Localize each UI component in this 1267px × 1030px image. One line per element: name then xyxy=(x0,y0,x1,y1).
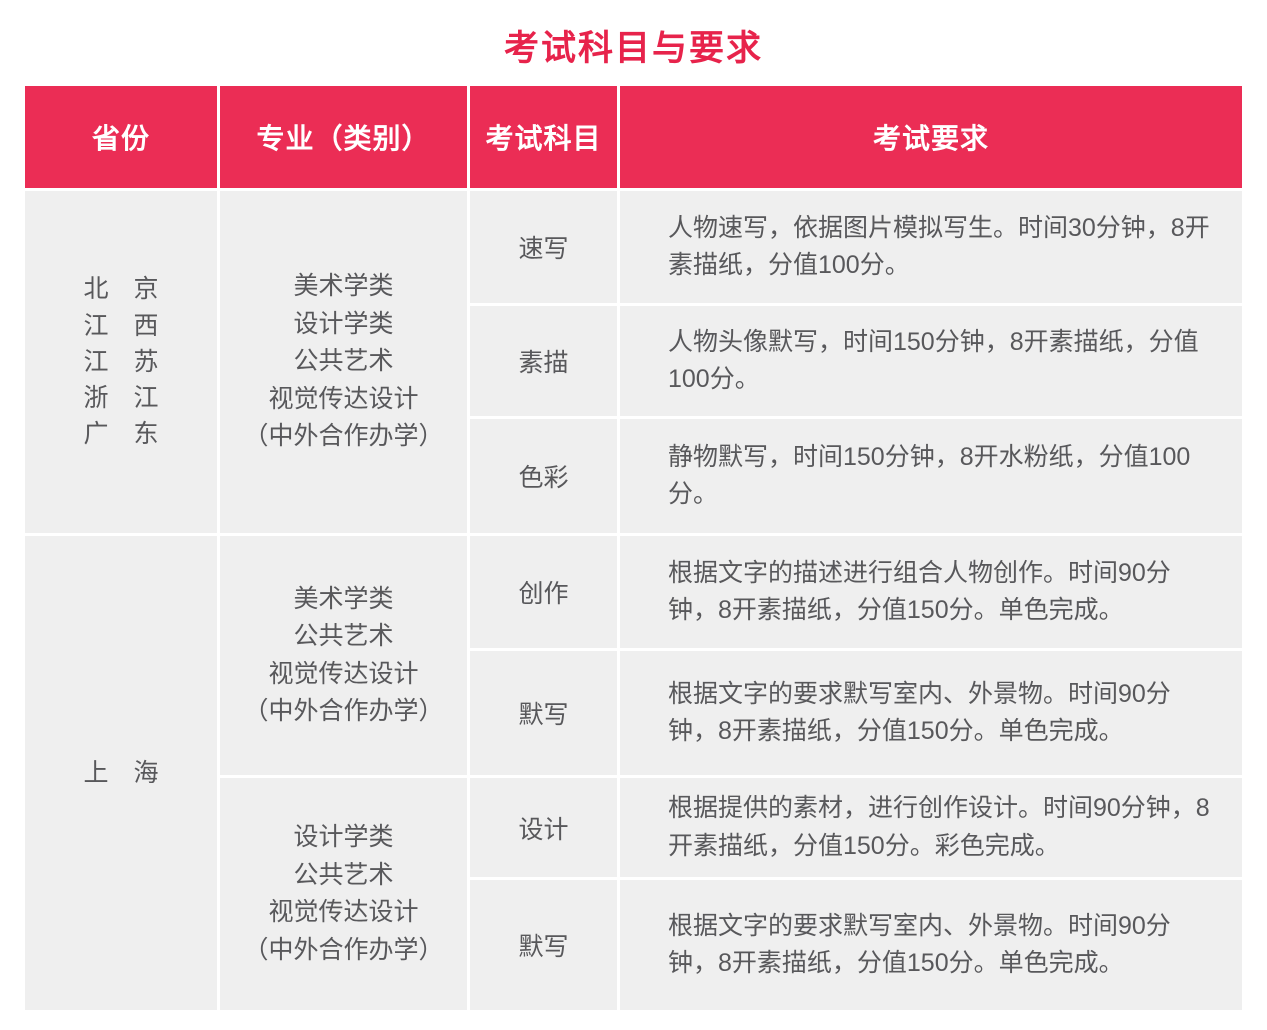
header-exam-subject: 考试科目 xyxy=(470,86,617,188)
header-exam-requirement: 考试要求 xyxy=(620,86,1242,188)
header-row: 省份 专业（类别） 考试科目 考试要求 xyxy=(25,86,1242,188)
requirement-cell: 人物速写，依据图片模拟写生。时间30分钟，8开素描纸，分值100分。 xyxy=(620,191,1242,303)
subject-cell: 设计 xyxy=(470,778,617,877)
header-major-category: 专业（类别） xyxy=(220,86,467,188)
header-province: 省份 xyxy=(25,86,217,188)
province-name: 江苏 xyxy=(83,347,184,376)
major-name: 公共艺术 xyxy=(293,622,394,650)
subject-cell: 创作 xyxy=(470,536,617,648)
major-name: 公共艺术 xyxy=(293,347,394,376)
table-row: 北京 江西 江苏 浙江 广东 美术学类 设计学类 公共艺术 视觉传达设计 （中外… xyxy=(25,191,1242,533)
major-name: 设计学类 xyxy=(293,823,394,851)
major-name: （中外合作办学） xyxy=(243,697,444,725)
requirement-cell: 根据文字的描述进行组合人物创作。时间90分钟，8开素描纸，分值150分。单色完成… xyxy=(620,536,1242,648)
province-name: 上海 xyxy=(83,758,184,787)
major-name: （中外合作办学） xyxy=(243,422,444,451)
province-name: 北京 xyxy=(83,275,184,304)
table-row: 素描 人物头像默写，时间150分钟，8开素描纸，分值100分。 xyxy=(25,306,1242,416)
majors-cell-group2b: 设计学类 公共艺术 视觉传达设计 （中外合作办学） xyxy=(220,778,467,1010)
majors-cell-group1: 美术学类 设计学类 公共艺术 视觉传达设计 （中外合作办学） xyxy=(220,191,467,533)
province-name: 浙江 xyxy=(83,384,184,413)
requirement-cell: 人物头像默写，时间150分钟，8开素描纸，分值100分。 xyxy=(620,306,1242,416)
table-row: 上海 美术学类 公共艺术 视觉传达设计 （中外合作办学） 创作 根据文字的描述进… xyxy=(25,536,1242,1010)
subject-cell: 默写 xyxy=(470,880,617,1010)
major-name: （中外合作办学） xyxy=(243,935,444,964)
major-name: 美术学类 xyxy=(293,584,394,613)
requirement-cell: 静物默写，时间150分钟，8开水粉纸，分值100分。 xyxy=(620,419,1242,533)
provinces-cell-group1: 北京 江西 江苏 浙江 广东 xyxy=(25,191,217,533)
major-name: 美术学类 xyxy=(293,272,394,301)
major-name: 视觉传达设计 xyxy=(268,659,419,688)
major-name: 视觉传达设计 xyxy=(268,898,419,926)
requirement-cell: 根据文字的要求默写室内、外景物。时间90分钟，8开素描纸，分值150分。单色完成… xyxy=(620,880,1242,1010)
subject-cell: 速写 xyxy=(470,191,617,303)
subject-cell: 色彩 xyxy=(470,419,617,533)
table-row: 设计学类 公共艺术 视觉传达设计 （中外合作办学） 设计 根据提供的素材，进行创… xyxy=(25,778,1242,1010)
subject-cell: 默写 xyxy=(470,651,617,775)
majors-cell-group2a: 美术学类 公共艺术 视觉传达设计 （中外合作办学） xyxy=(220,536,467,775)
major-name: 设计学类 xyxy=(293,309,394,338)
subject-cell: 素描 xyxy=(470,306,617,416)
table-row: 默写 根据文字的要求默写室内、外景物。时间90分钟，8开素描纸，分值150分。单… xyxy=(25,880,1242,1010)
exam-requirements-table: 省份 专业（类别） 考试科目 考试要求 北京 江西 江苏 浙江 广东 美术学类 … xyxy=(22,83,1245,1013)
provinces-cell-group2: 上海 xyxy=(25,536,217,1010)
table-row: 默写 根据文字的要求默写室内、外景物。时间90分钟，8开素描纸，分值150分。单… xyxy=(25,651,1242,775)
province-name: 广东 xyxy=(83,420,184,449)
province-name: 江西 xyxy=(83,311,184,340)
table-row: 色彩 静物默写，时间150分钟，8开水粉纸，分值100分。 xyxy=(25,419,1242,533)
requirement-cell: 根据文字的要求默写室内、外景物。时间90分钟，8开素描纸，分值150分。单色完成… xyxy=(620,651,1242,775)
major-name: 公共艺术 xyxy=(293,860,394,889)
requirement-cell: 根据提供的素材，进行创作设计。时间90分钟，8开素描纸，分值150分。彩色完成。 xyxy=(620,778,1242,877)
major-name: 视觉传达设计 xyxy=(268,384,419,413)
page-title: 考试科目与要求 xyxy=(503,29,763,68)
